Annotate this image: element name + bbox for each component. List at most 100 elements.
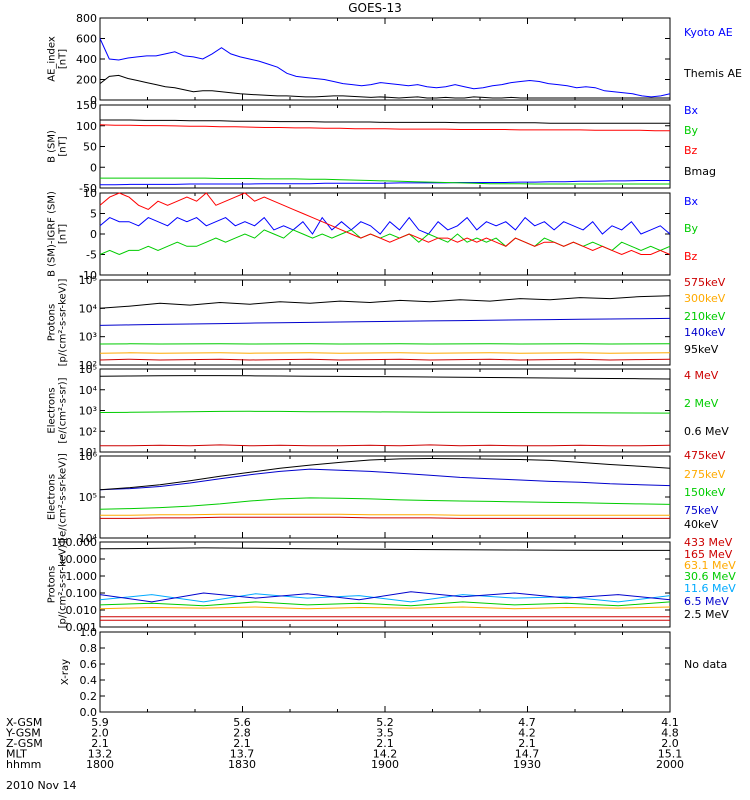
legend-entry: 275keV	[684, 468, 726, 481]
y-tick-label: 10⁵	[79, 363, 97, 376]
series-line-bz	[99, 192, 671, 256]
series-line-30-6-mev	[99, 601, 671, 607]
footer-row-label: X-GSM	[6, 716, 42, 729]
y-tick-label: 5	[90, 208, 97, 221]
footer-cell: 14.2	[373, 748, 398, 761]
y-tick-label: 0.001	[66, 621, 98, 634]
footer-cell: 2.8	[233, 727, 251, 740]
series-line-bx	[99, 216, 671, 235]
y-tick-label: 0.2	[80, 690, 98, 703]
y-axis-label: AE_index	[47, 36, 58, 82]
legend-entry: 150keV	[684, 486, 726, 499]
legend-entry: 210keV	[684, 310, 726, 323]
legend-entry: 2 MeV	[684, 397, 719, 410]
y-axis-label: Electrons	[47, 474, 58, 520]
y-axis-label: X-ray	[60, 659, 71, 685]
y-axis-label: [nT]	[58, 49, 69, 69]
panel-frame	[99, 541, 671, 628]
y-tick-label: 10⁴	[79, 532, 98, 545]
legend-entry: Bx	[684, 195, 699, 208]
footer-cell: 1830	[228, 758, 256, 771]
footer-cell: 5.6	[233, 716, 251, 729]
y-tick-label: 10⁴	[79, 302, 98, 315]
y-tick-label: 0	[90, 161, 97, 174]
footer-table: X-GSM 5.9 5.6 5.2 4.7 4.1 Y-GSM 2.0 2.8 3.5 4.2 4.8…	[5, 716, 684, 771]
footer-cell: 1930	[513, 758, 541, 771]
footer-cell: 4.2	[518, 727, 536, 740]
y-axis-label: [e/(cm²-s-sr-keV)]	[58, 453, 69, 541]
panel-4: 10⁵ 10⁴ 10³ 10² Protons [p/(cm²-s-sr-keV)] 575…	[47, 274, 726, 372]
footer-cell: 3.5	[376, 727, 394, 740]
y-tick-label: 10.000	[59, 553, 98, 566]
series-line-275kev	[100, 513, 670, 516]
y-tick-label: 10⁵	[79, 274, 97, 287]
panel-3: 10 5 0 -5 -10 B (SM)-IGRF (SM) [nT] Bx By Bz	[47, 187, 699, 282]
legend-entry: By	[684, 124, 699, 137]
footer-cell: 2.1	[91, 737, 109, 750]
footer-cell: 14.7	[515, 748, 540, 761]
footer-row-label: Z-GSM	[6, 737, 43, 750]
no-data-note: No data	[684, 658, 727, 671]
y-tick-label: 800	[76, 12, 97, 25]
panel-frame	[99, 455, 671, 539]
y-tick-label: 0.010	[66, 604, 98, 617]
y-tick-label: 10³	[79, 405, 97, 418]
y-axis-label: [p/(cm²-s-sr-keV)]	[58, 279, 69, 367]
y-tick-label: 10⁴	[79, 384, 98, 397]
footer-row-label: hhmm	[6, 758, 41, 771]
series-line-11-6-mev	[99, 593, 671, 603]
legend-entry: By	[684, 222, 699, 235]
panel-frame	[99, 279, 671, 366]
series-line-themis-ae	[99, 74, 670, 99]
panel-1: 800 600 400 200 0 AE_index [nT] Kyoto AE Themis …	[47, 12, 742, 107]
y-axis-label: B (SM)	[47, 130, 58, 163]
footer-cell: 2.1	[233, 737, 251, 750]
series-line-140kev	[99, 317, 671, 326]
legend-entry: Bmag	[684, 165, 716, 178]
legend-entry: 75keV	[684, 504, 719, 517]
panel-5: 10⁵ 10⁴ 10³ 10² 10¹ Electrons [e/(cm²-s-sr)] 4 …	[47, 363, 730, 459]
panel-frame	[99, 631, 671, 713]
y-tick-label: 10¹	[79, 446, 97, 459]
legend-entry: 165 MeV	[684, 548, 733, 561]
y-tick-label: 10⁶	[79, 450, 98, 463]
y-tick-label: -50	[79, 182, 97, 195]
footer-cell: 2000	[656, 758, 684, 771]
panel-frame	[99, 368, 671, 453]
series-line-bx	[100, 180, 670, 186]
y-axis-label: [e/(cm²-s-sr)]	[58, 377, 69, 443]
panel-8: 1.0 0.8 0.6 0.4 0.2 0.0 X-ray No data	[60, 626, 727, 719]
series-line-kyoto-ae	[99, 38, 671, 98]
legend-entry: 11.6 MeV	[684, 582, 736, 595]
legend-entry: Bz	[684, 144, 698, 157]
panel-7: 100.000 10.000 1.000 0.100 0.010 0.001 Protons…	[47, 536, 737, 634]
series-line-575kev	[99, 358, 671, 361]
legend-entry: 0.6 MeV	[684, 425, 729, 438]
y-tick-label: 0.4	[80, 674, 98, 687]
series-line-4-mev	[100, 444, 671, 447]
panel-2: 150 100 50 0 -50 B (SM) [nT] Bx By Bz Bmag	[47, 99, 717, 195]
footer-cell: 1800	[86, 758, 114, 771]
legend-entry: 2.5 MeV	[684, 608, 729, 621]
y-tick-label: 0	[90, 94, 97, 107]
legend-entry: Bz	[684, 250, 698, 263]
y-axis-label: [p/(cm²-s-sr-keV)]	[58, 541, 69, 629]
panel-frame	[99, 192, 671, 276]
y-tick-label: 1.0	[80, 626, 98, 639]
series-line-bmag	[100, 119, 670, 124]
legend-entry: Kyoto AE	[684, 26, 733, 39]
series-line-by	[100, 177, 670, 185]
series-line-6-5-mev	[99, 591, 671, 603]
legend-entry: 475keV	[684, 449, 726, 462]
footer-cell: 4.7	[518, 716, 536, 729]
series-line-150kev	[99, 497, 671, 510]
footer-cell: 4.8	[661, 727, 679, 740]
series-line-2-mev	[99, 410, 671, 414]
y-tick-label: 0	[90, 228, 97, 241]
y-axis-label: B (SM)-IGRF (SM)	[47, 191, 58, 277]
y-tick-label: 0.6	[80, 658, 98, 671]
footer-row-label: MLT	[6, 748, 27, 761]
y-tick-label: 10	[83, 187, 97, 200]
